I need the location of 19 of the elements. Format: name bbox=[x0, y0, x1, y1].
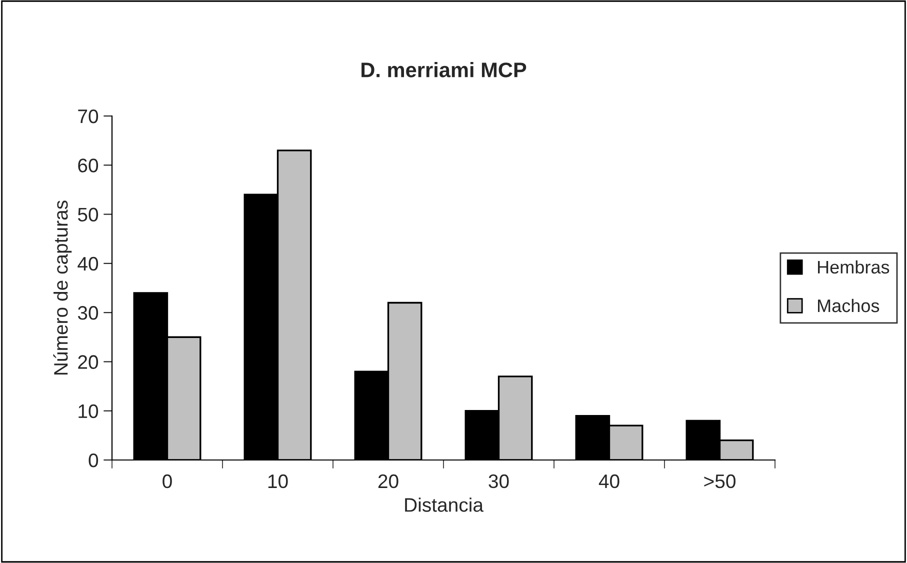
x-tick-label: 20 bbox=[378, 474, 398, 488]
x-tick-label: 10 bbox=[268, 474, 288, 488]
y-axis-title: Número de capturas bbox=[53, 200, 72, 374]
y-tick-label: 20 bbox=[78, 355, 98, 369]
x-tick-label: 30 bbox=[488, 474, 509, 488]
y-tick-label: 10 bbox=[78, 404, 98, 418]
legend-label: Machos bbox=[818, 298, 880, 312]
x-tick-label: 0 bbox=[162, 474, 172, 488]
y-tick-label: 60 bbox=[78, 158, 98, 172]
y-tick-label: 40 bbox=[78, 256, 98, 271]
y-tick-label: 30 bbox=[78, 306, 98, 320]
y-tick-label: 70 bbox=[78, 109, 98, 124]
y-tick-label: 0 bbox=[88, 453, 98, 468]
chart-title: D. merriami MCP bbox=[362, 62, 526, 78]
x-axis-title: Distancia bbox=[405, 498, 484, 512]
y-tick-label: 50 bbox=[78, 208, 98, 222]
x-tick-label: >50 bbox=[704, 474, 736, 488]
legend-label: Hembras bbox=[818, 260, 890, 274]
x-tick-label: 40 bbox=[598, 474, 620, 488]
